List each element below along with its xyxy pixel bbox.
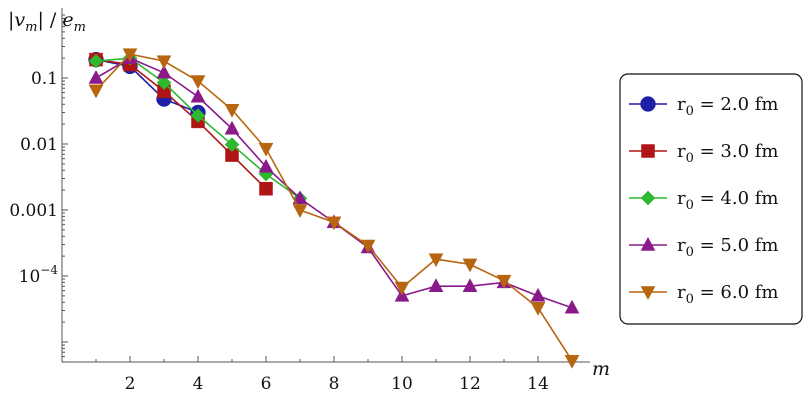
legend-box (619, 73, 803, 325)
legend-label: r0 = 6.0 fm (677, 282, 779, 307)
data-point (190, 108, 206, 123)
x-tick-label: 12 (459, 374, 481, 394)
legend-marker (640, 96, 656, 112)
x-tick-label: 6 (261, 374, 272, 394)
data-point (530, 287, 546, 302)
x-axis-title: m (592, 358, 610, 380)
plot-series (88, 48, 580, 369)
data-point (156, 55, 172, 70)
data-point (292, 190, 308, 205)
series-line (95, 58, 267, 190)
data-point (88, 84, 104, 99)
data-point (428, 253, 444, 268)
data-point (190, 75, 206, 90)
legend-entry: r0 = 6.0 fm (629, 282, 779, 307)
data-point (496, 274, 512, 289)
legend-entry: r0 = 5.0 fm (629, 235, 779, 260)
y-tick-label: 0.1 (31, 69, 58, 89)
x-tick-label: 2 (125, 374, 136, 394)
data-point (564, 299, 580, 314)
data-point (259, 181, 273, 196)
series-1 (88, 51, 206, 121)
legend-label: r0 = 5.0 fm (677, 235, 779, 260)
data-point (360, 239, 376, 254)
data-point (564, 354, 580, 369)
data-point (462, 278, 478, 292)
data-point (88, 69, 104, 84)
series-5 (88, 48, 580, 369)
legend-label: r0 = 4.0 fm (677, 188, 779, 213)
y-tick-label: 0.001 (9, 201, 58, 221)
x-tick-label: 14 (527, 374, 549, 394)
data-point (258, 158, 274, 173)
y-axis-title: |vm| / em (8, 9, 86, 35)
data-point (258, 142, 274, 157)
legend-marker (640, 236, 656, 251)
y-tick-label: 0.01 (20, 135, 58, 155)
y-tick-label: 10−4 (19, 263, 59, 287)
legend-entry: r0 = 3.0 fm (629, 141, 779, 166)
data-point (224, 120, 240, 135)
data-point (224, 104, 240, 118)
data-point (394, 281, 410, 296)
legend-label: r0 = 3.0 fm (677, 141, 779, 166)
legend-marker (640, 286, 656, 301)
legend-marker (641, 144, 655, 158)
legend-marker (640, 190, 656, 206)
data-point (326, 216, 342, 231)
legend-label: r0 = 2.0 fm (677, 94, 779, 119)
data-point (224, 137, 240, 152)
data-point (122, 48, 138, 63)
data-point (292, 204, 308, 219)
legend: r0 = 2.0 fm r0 = 3.0 fm r0 = 4.0 fm r0 = 5.… (619, 73, 803, 325)
data-point (530, 302, 546, 316)
data-point (156, 64, 172, 79)
x-tick-label: 10 (391, 374, 413, 394)
data-point (190, 88, 206, 103)
data-point (88, 53, 104, 69)
data-point (156, 75, 172, 91)
legend-entry: r0 = 2.0 fm (629, 94, 779, 119)
x-tick-label: 8 (329, 374, 340, 394)
legend-entry: r0 = 4.0 fm (629, 188, 779, 213)
data-point (462, 258, 478, 273)
axes: 2 4 6 8 10 12 14 0.1 0.01 0.001 10−4 |vm| / em m (8, 8, 610, 394)
data-point (428, 278, 444, 292)
series-3 (88, 50, 308, 206)
x-tick-label: 4 (193, 374, 204, 394)
